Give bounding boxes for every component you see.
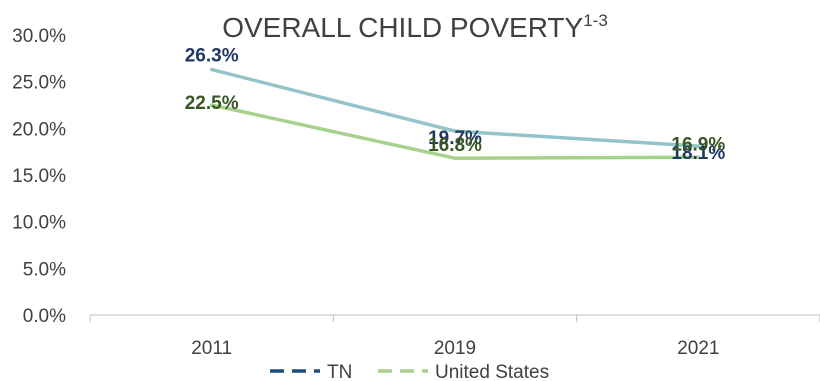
y-tick-label: 15.0%: [12, 166, 66, 187]
y-tick-label: 30.0%: [12, 26, 66, 47]
data-labels: 26.3% 19.7% 18.1% 22.5% 16.8% 16.9%: [185, 46, 726, 165]
x-tick-label: 2019: [434, 338, 476, 359]
data-label: 22.5%: [185, 93, 239, 114]
legend-label: TN: [327, 362, 352, 381]
chart-title: OVERALL CHILD POVERTY1-3: [222, 11, 608, 43]
data-label: 18.1%: [671, 143, 725, 164]
data-label: 16.9%: [671, 134, 725, 155]
data-label: 16.8%: [428, 135, 482, 156]
data-label: 26.3%: [185, 46, 239, 67]
y-tick-label: 10.0%: [12, 213, 66, 234]
x-axis: 2011 2019 2021: [89, 315, 820, 359]
x-tick-label: 2021: [677, 338, 719, 359]
y-tick-label: 20.0%: [12, 119, 66, 140]
x-tick-label: 2011: [191, 338, 232, 359]
legend: TN United States: [270, 362, 549, 381]
data-label: 19.7%: [428, 128, 482, 149]
y-tick-label: 0.0%: [23, 306, 66, 327]
chart-title-text: OVERALL CHILD POVERTY: [222, 12, 583, 43]
chart-title-superscript: 1-3: [583, 11, 608, 30]
legend-label: United States: [435, 362, 549, 381]
y-tick-label: 25.0%: [12, 73, 66, 94]
y-axis: 0.0% 5.0% 10.0% 15.0% 20.0% 25.0% 30.0%: [12, 26, 66, 327]
y-tick-label: 5.0%: [23, 259, 66, 280]
series-layer: [209, 67, 701, 160]
